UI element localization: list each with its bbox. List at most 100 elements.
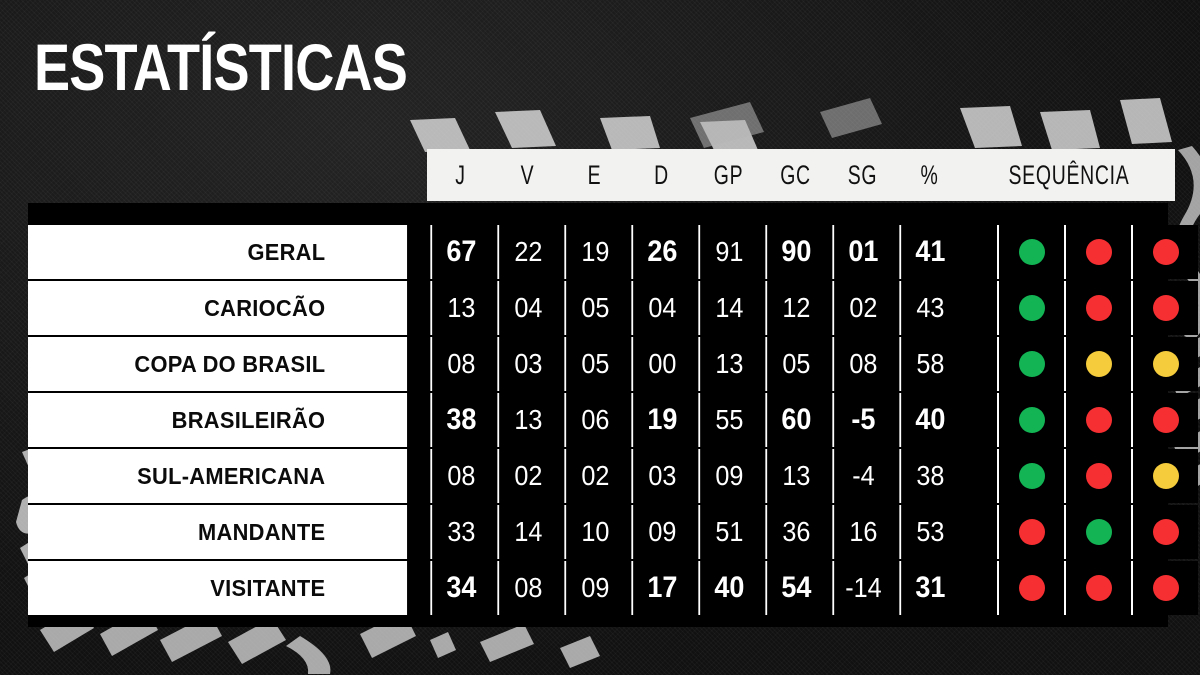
stat-cell: 04: [497, 281, 558, 335]
sequence-spacer: [963, 337, 997, 391]
stat-cell: 53: [899, 505, 960, 559]
stat-cell: 10: [564, 505, 625, 559]
stat-cell: 03: [631, 449, 692, 503]
sequence-cell: [1131, 225, 1198, 279]
row-label: SUL-AMERICANA: [28, 449, 408, 503]
stat-cell: 26: [631, 225, 692, 279]
result-dot-yellow-icon: [1152, 351, 1179, 377]
sequence-group: [963, 505, 1198, 559]
column-header-sg: SG: [847, 159, 878, 190]
table-row: BRASILEIRÃO 38 13 06 19 55 60 -5 40: [28, 393, 1198, 447]
stat-cell: 04: [631, 281, 692, 335]
sequence-cell: [997, 225, 1064, 279]
stat-cell: 09: [631, 505, 692, 559]
sequence-cell: [1131, 393, 1198, 447]
table-row: MANDANTE 33 14 10 09 51 36 16 53: [28, 505, 1198, 559]
result-dot-green-icon: [1018, 407, 1045, 433]
stat-cell: 36: [765, 505, 826, 559]
table-header-band: J V E D GP GC SG % SEQUÊNCIA: [427, 149, 1175, 201]
stat-cell: 09: [698, 449, 759, 503]
result-dot-red-icon: [1152, 239, 1179, 265]
stat-cell: 13: [698, 337, 759, 391]
row-label: BRASILEIRÃO: [28, 393, 408, 447]
sequence-spacer: [963, 449, 997, 503]
sequence-cell: [1131, 281, 1198, 335]
stat-cell: 90: [765, 225, 826, 279]
sequence-group: [963, 225, 1198, 279]
table-row: VISITANTE 34 08 09 17 40 54 -14 31: [28, 561, 1198, 615]
stat-cell: 09: [564, 561, 625, 615]
stat-cell: -5: [832, 393, 893, 447]
sequence-cell: [997, 561, 1064, 615]
stat-cell: 51: [698, 505, 759, 559]
stat-cell: 16: [832, 505, 893, 559]
stat-cell: 05: [564, 337, 625, 391]
stat-cell: 67: [430, 225, 491, 279]
stat-cell: 03: [497, 337, 558, 391]
sequence-cell: [1064, 281, 1131, 335]
sequence-cell: [1064, 505, 1131, 559]
stat-cell: 01: [832, 225, 893, 279]
column-header-e: E: [587, 159, 602, 190]
sequence-cell: [1064, 449, 1131, 503]
table-row: SUL-AMERICANA 08 02 02 03 09 13 -4 38: [28, 449, 1198, 503]
column-header-gc: GC: [780, 159, 811, 190]
statistics-table: GERAL 67 22 19 26 91 90 01 41 CARIOCÃO 13 04 05 04 14 1…: [28, 203, 1198, 627]
table-row: CARIOCÃO 13 04 05 04 14 12 02 43: [28, 281, 1198, 335]
result-dot-red-icon: [1018, 575, 1045, 601]
stat-cell: 08: [430, 449, 491, 503]
stat-cell: 40: [899, 393, 960, 447]
result-dot-green-icon: [1018, 295, 1045, 321]
sequence-group: [963, 561, 1198, 615]
row-label: COPA DO BRASIL: [28, 337, 408, 391]
stat-cell: 17: [631, 561, 692, 615]
stat-cell: 14: [497, 505, 558, 559]
column-header-d: D: [654, 159, 669, 190]
sequence-spacer: [963, 225, 997, 279]
page-title: ESTATÍSTICAS: [34, 30, 408, 104]
sequence-cell: [1064, 225, 1131, 279]
stat-cell: 22: [497, 225, 558, 279]
stat-cell: 08: [430, 337, 491, 391]
table-row: COPA DO BRASIL 08 03 05 00 13 05 08 58: [28, 337, 1198, 391]
stat-cell: 02: [497, 449, 558, 503]
result-dot-red-icon: [1018, 519, 1045, 545]
column-header-j: J: [455, 159, 466, 190]
sequence-cell: [1064, 393, 1131, 447]
column-header-gp: GP: [713, 159, 744, 190]
result-dot-yellow-icon: [1085, 351, 1112, 377]
result-dot-green-icon: [1085, 519, 1112, 545]
result-dot-red-icon: [1085, 407, 1112, 433]
sequence-cell: [1064, 337, 1131, 391]
sequence-cell: [997, 281, 1064, 335]
sequence-spacer: [963, 393, 997, 447]
sequence-cell: [1131, 337, 1198, 391]
stat-cell: 91: [698, 225, 759, 279]
stat-cell: 06: [564, 393, 625, 447]
stat-cell: 00: [631, 337, 692, 391]
row-label: VISITANTE: [28, 561, 408, 615]
result-dot-red-icon: [1152, 575, 1179, 601]
sequence-group: [963, 449, 1198, 503]
stat-cell: 13: [765, 449, 826, 503]
stat-cell: 38: [430, 393, 491, 447]
stat-cell: 33: [430, 505, 491, 559]
sequence-cell: [1064, 561, 1131, 615]
stat-cell: 08: [832, 337, 893, 391]
sequence-spacer: [963, 281, 997, 335]
stat-cell: 38: [899, 449, 960, 503]
sequence-cell: [997, 337, 1064, 391]
column-header-v: V: [520, 159, 535, 190]
stat-cell: 55: [698, 393, 759, 447]
stat-cell: 19: [564, 225, 625, 279]
stat-cell: -14: [832, 561, 893, 615]
stat-cell: 60: [765, 393, 826, 447]
column-header-percent: %: [920, 159, 939, 190]
sequence-spacer: [963, 561, 997, 615]
stat-cell: 02: [564, 449, 625, 503]
row-label: CARIOCÃO: [28, 281, 408, 335]
stat-cell: 02: [832, 281, 893, 335]
sequence-cell: [1131, 561, 1198, 615]
table-row: GERAL 67 22 19 26 91 90 01 41: [28, 225, 1198, 279]
column-header-sequence: SEQUÊNCIA: [1008, 159, 1130, 190]
